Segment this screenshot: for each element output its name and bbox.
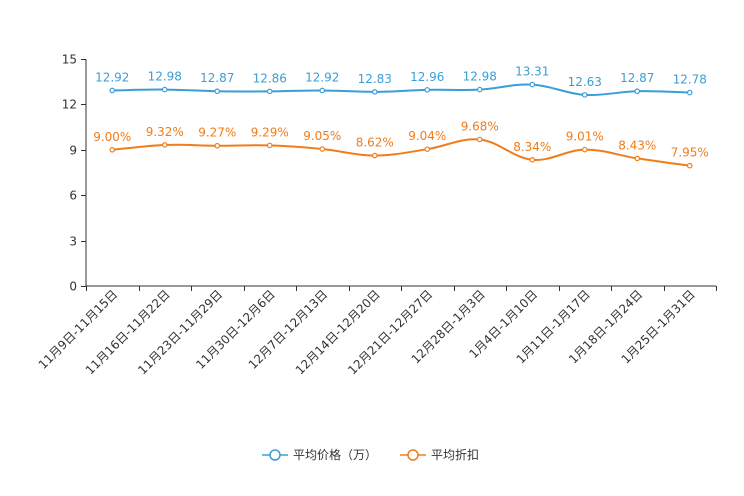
data-label: 12.86 [253, 71, 287, 85]
data-point [476, 86, 483, 93]
data-label: 9.01% [566, 130, 604, 144]
data-label: 9.05% [303, 129, 341, 143]
y-tick-label: 9 [69, 144, 77, 158]
data-label: 9.00% [93, 130, 131, 144]
data-point [109, 87, 116, 94]
data-label: 8.34% [513, 140, 551, 154]
series-2: 9.00% 9.32% 9.27% 9.29% 9.05% 8.62% 9.04% 9.68%… [93, 120, 709, 169]
data-label: 12.83 [358, 72, 392, 86]
data-label: 12.87 [620, 71, 654, 85]
data-point [214, 88, 221, 95]
data-label: 12.87 [200, 71, 234, 85]
legend-marker [407, 449, 419, 461]
data-label: 7.95% [671, 146, 709, 160]
y-tick-label: 6 [69, 189, 77, 203]
data-label: 12.63 [568, 75, 602, 89]
data-label: 9.68% [461, 120, 499, 134]
data-point [424, 87, 431, 93]
data-point [424, 146, 431, 152]
data-point [371, 152, 378, 159]
y-tick-label: 0 [69, 280, 77, 294]
data-point [634, 155, 641, 162]
data-point [319, 146, 326, 152]
data-label: 12.78 [673, 73, 707, 87]
data-point [319, 87, 326, 94]
series-1: 12.92 12.98 12.87 12.86 12.92 12.83 12.96 12.98… [95, 65, 707, 98]
data-label: 12.98 [148, 70, 182, 84]
data-label: 8.43% [618, 138, 656, 152]
data-label: 12.92 [305, 70, 339, 84]
data-point [161, 86, 168, 93]
legend-marker [269, 449, 281, 461]
data-point [214, 142, 221, 149]
legend-label: 平均折扣 [431, 447, 479, 462]
series-layer: 12.92 12.98 12.87 12.86 12.92 12.83 12.96 12.98… [93, 65, 709, 169]
data-point [529, 81, 536, 88]
data-point [529, 156, 536, 163]
data-label: 12.92 [95, 70, 129, 84]
axes: 0369121511月9日-11月15日11月16日-11月22日11月23日-… [36, 53, 717, 377]
data-point [581, 146, 588, 153]
y-tick-label: 15 [62, 53, 77, 67]
legend: 平均价格（万） 平均折扣 [262, 447, 479, 462]
data-label: 9.04% [408, 129, 446, 143]
data-point [371, 89, 378, 95]
data-label: 8.62% [356, 136, 394, 150]
data-point [686, 162, 693, 169]
y-tick-label: 12 [62, 98, 77, 112]
data-point [266, 142, 273, 149]
data-point [476, 136, 483, 143]
data-label: 9.29% [251, 125, 289, 139]
data-point [634, 88, 641, 95]
data-point [581, 92, 588, 98]
data-label: 9.27% [198, 126, 236, 140]
data-label: 12.98 [463, 70, 497, 84]
data-label: 9.32% [146, 125, 184, 139]
legend-item-2: 平均折扣 [400, 447, 479, 462]
data-point [161, 142, 168, 148]
legend-item-1: 平均价格（万） [262, 447, 377, 462]
data-point [266, 88, 273, 95]
legend-label: 平均价格（万） [293, 447, 377, 462]
data-label: 13.31 [515, 65, 549, 79]
series-line [112, 138, 690, 167]
y-tick-label: 3 [69, 235, 77, 249]
data-point [686, 89, 693, 96]
data-label: 12.96 [410, 70, 444, 84]
data-point [109, 147, 116, 153]
series-line [112, 83, 690, 97]
